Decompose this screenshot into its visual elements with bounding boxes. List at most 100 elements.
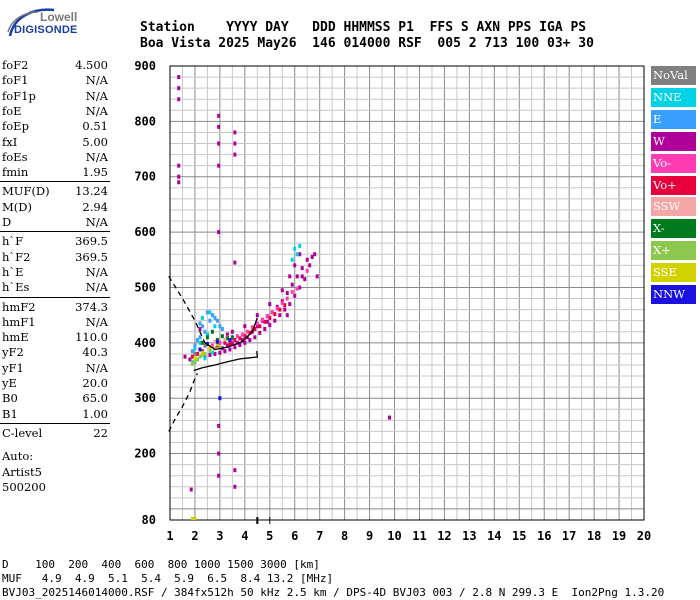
echo-point: [177, 97, 181, 102]
echo-point: [193, 346, 197, 351]
param-label: foF1p: [2, 88, 36, 103]
param-value: 40.3: [82, 345, 108, 360]
param-row: foE N/A: [0, 104, 112, 119]
autoscale-text: 500200: [2, 479, 46, 494]
param-separator: [0, 231, 110, 233]
echo-point: [228, 341, 232, 346]
echo-point: [303, 277, 307, 282]
param-label: M(D): [2, 199, 32, 214]
param-value: 5.00: [82, 134, 108, 149]
echo-point: [217, 113, 221, 118]
echo-point: [293, 293, 297, 298]
echo-point: [177, 163, 181, 168]
legend-item: W: [651, 131, 696, 151]
echo-point: [233, 338, 237, 343]
echo-point: [200, 350, 204, 355]
echo-point: [268, 323, 272, 328]
echo-point: [315, 274, 319, 279]
echo-point: [270, 310, 274, 315]
echo-point: [190, 349, 194, 354]
echo-point: [230, 338, 234, 343]
x-tick-label: 9: [366, 529, 373, 543]
echo-point: [193, 360, 197, 365]
echo-point: [198, 321, 202, 326]
param-value: 65.0: [82, 391, 108, 406]
param-label: foEs: [2, 149, 28, 164]
legend-item: Vo-: [651, 153, 696, 173]
echo-point: [210, 343, 214, 348]
echo-point: [198, 340, 202, 345]
legend-item: X+: [651, 241, 696, 261]
echo-point: [195, 351, 199, 356]
echo-point: [218, 396, 222, 401]
param-row: D N/A: [0, 215, 112, 230]
legend-item: Vo+: [651, 175, 696, 195]
echo-point: [243, 334, 247, 339]
param-label: foEp: [2, 119, 29, 134]
legend-item: NNE: [651, 87, 696, 107]
param-value: N/A: [85, 73, 108, 88]
echo-point: [188, 357, 192, 362]
echo-point: [213, 315, 217, 320]
echo-point: [200, 340, 204, 345]
echo-point: [217, 473, 221, 478]
echo-point: [280, 288, 284, 293]
echo-point: [225, 343, 229, 348]
echo-point: [255, 313, 259, 318]
echo-point: [240, 338, 244, 343]
param-label: yF2: [2, 345, 24, 360]
echo-point: [288, 274, 292, 279]
echo-point: [225, 332, 229, 337]
x-tick-label: 3: [216, 529, 223, 543]
param-row: h`F 369.5: [0, 234, 112, 249]
y-tick-label: 300: [134, 391, 156, 405]
echo-point: [177, 75, 181, 80]
param-value: N/A: [85, 215, 108, 229]
echo-point: [223, 349, 227, 354]
echo-point: [208, 318, 212, 323]
echo-point: [235, 334, 239, 339]
echo-point: [305, 268, 309, 273]
echo-point: [217, 230, 221, 235]
param-label: hmE: [2, 330, 29, 345]
x-tick-label: 19: [612, 529, 626, 543]
param-value: N/A: [85, 360, 108, 375]
param-value: 2.94: [82, 199, 108, 214]
echo-point: [203, 354, 207, 359]
echo-point: [183, 354, 187, 359]
param-value: 110.0: [75, 330, 108, 345]
echo-point: [218, 340, 222, 345]
param-label: yF1: [2, 360, 24, 375]
echo-point: [293, 246, 297, 251]
echo-point: [238, 336, 242, 341]
param-label: foF1: [2, 73, 29, 88]
echo-point: [240, 332, 244, 337]
echo-point: [235, 340, 239, 345]
param-row: foEp 0.51: [0, 119, 112, 134]
param-value: N/A: [85, 103, 108, 118]
param-value: 369.5: [75, 249, 108, 264]
param-value: 1.00: [82, 406, 108, 421]
echo-point: [278, 307, 282, 312]
trace-dashed-line: [168, 276, 206, 344]
echo-point: [210, 350, 214, 355]
echo-point: [298, 285, 302, 290]
echo-point: [308, 263, 312, 268]
legend-item: SSE: [651, 263, 696, 283]
echo-point: [253, 335, 257, 340]
echo-point: [298, 243, 302, 248]
echo-point: [177, 180, 181, 185]
echo-point: [268, 315, 272, 320]
y-tick-label: 800: [134, 114, 156, 128]
echo-point: [250, 325, 254, 330]
header-line2: Boa Vista 2025 May26 146 014000 RSF 005 …: [140, 36, 594, 51]
footer-file-info: BVJ03_2025146014000.RSF / 384fx512h 50 k…: [2, 586, 665, 599]
echo-point: [268, 302, 272, 307]
echo-point: [223, 337, 227, 342]
echo-point: [217, 163, 221, 168]
echo-point: [225, 336, 229, 341]
param-label: B1: [2, 406, 18, 421]
param-label: foE: [2, 103, 22, 118]
x-tick-label: 7: [316, 529, 323, 543]
param-label: yE: [2, 376, 17, 390]
